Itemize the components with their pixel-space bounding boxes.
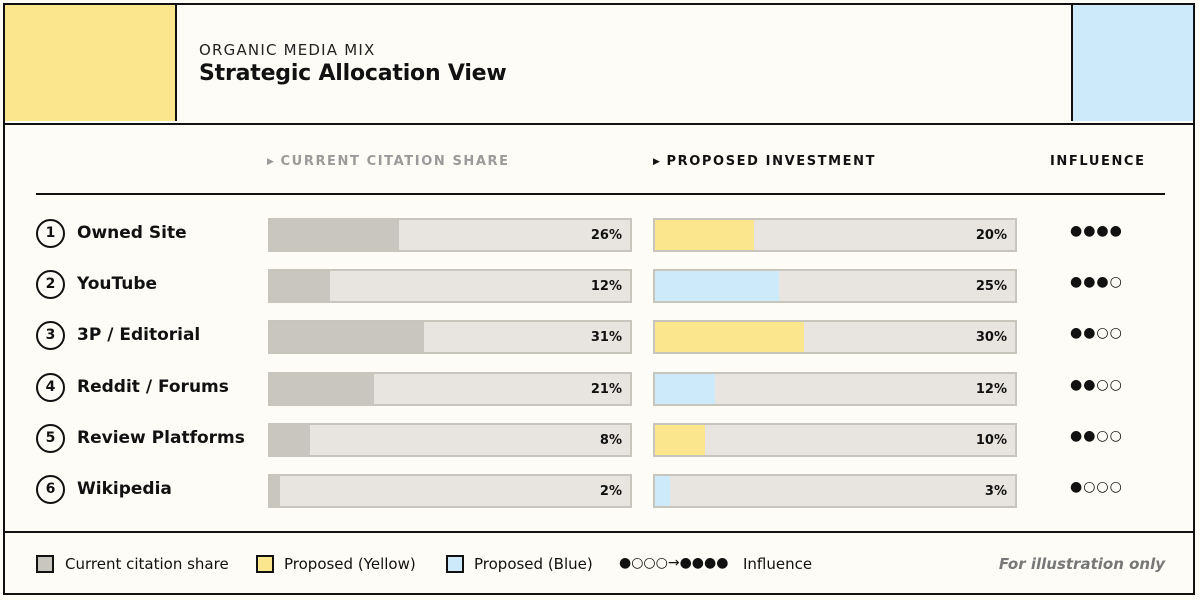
current-share-bar-fill (270, 220, 400, 250)
category-label: Review Platforms (77, 428, 245, 448)
current-share-bar-fill (270, 476, 280, 506)
row-number-badge: 1 (36, 219, 65, 248)
legend-swatch-current (36, 555, 54, 573)
disclaimer-note: For illustration only (998, 555, 1165, 573)
triangle-right-icon: ▶ (267, 157, 276, 167)
triangle-right-icon: ▶ (653, 157, 662, 167)
current-share-value-label: 12% (590, 279, 622, 294)
proposed-investment-bar-track: 10% (653, 423, 1017, 457)
legend-label-blue: Proposed (Blue) (474, 555, 593, 573)
proposed-investment-bar-track: 12% (653, 372, 1017, 406)
current-share-bar-track: 31% (268, 320, 632, 354)
current-share-value-label: 26% (590, 228, 622, 243)
legend-swatch-yellow (256, 555, 274, 573)
proposed-investment-value-label: 12% (975, 382, 1007, 397)
proposed-investment-bar-track: 3% (653, 474, 1017, 508)
current-share-bar-track: 26% (268, 218, 632, 252)
proposed-investment-value-label: 25% (975, 279, 1007, 294)
influence-dots: ●●○○ (1070, 377, 1123, 393)
influence-dots: ●●●● (1070, 223, 1123, 239)
row-number-badge: 4 (36, 373, 65, 402)
chart-row: 5 Review Platforms 8% 10% ●●○○ (5, 423, 1193, 474)
influence-dots: ●○○○ (1070, 479, 1123, 495)
proposed-investment-value-label: 10% (975, 433, 1007, 448)
proposed-investment-value-label: 3% (984, 484, 1007, 499)
proposed-investment-bar-track: 30% (653, 320, 1017, 354)
current-share-bar-track: 2% (268, 474, 632, 508)
category-label: Wikipedia (77, 479, 172, 499)
row-number-badge: 5 (36, 424, 65, 453)
column-header-influence: INFLUENCE (1050, 154, 1146, 169)
category-label: 3P / Editorial (77, 325, 201, 345)
proposed-investment-bar-fill (655, 220, 755, 250)
column-header-current: ▶ CURRENT CITATION SHARE (267, 154, 510, 169)
chart-row: 1 Owned Site 26% 20% ●●●● (5, 218, 1193, 269)
proposed-investment-value-label: 20% (975, 228, 1007, 243)
column-header-proposed-label: PROPOSED INVESTMENT (666, 154, 877, 169)
influence-dots: ●●○○ (1070, 428, 1123, 444)
proposed-investment-bar-fill (655, 322, 805, 352)
current-share-bar-fill (270, 425, 310, 455)
current-share-value-label: 31% (590, 330, 622, 345)
chart-row: 4 Reddit / Forums 21% 12% ●●○○ (5, 372, 1193, 423)
blue-swatch-block (1071, 5, 1193, 121)
category-label: Reddit / Forums (77, 377, 229, 397)
current-share-value-label: 2% (599, 484, 622, 499)
row-number-badge: 3 (36, 321, 65, 350)
header-divider (36, 193, 1165, 195)
chart-row: 3 3P / Editorial 31% 30% ●●○○ (5, 320, 1193, 371)
proposed-investment-bar-fill (655, 271, 780, 301)
proposed-investment-value-label: 30% (975, 330, 1007, 345)
category-label: YouTube (77, 274, 158, 294)
influence-dots: ●●●○ (1070, 274, 1123, 290)
current-share-bar-fill (270, 322, 424, 352)
proposed-investment-bar-track: 20% (653, 218, 1017, 252)
chart-row: 6 Wikipedia 2% 3% ●○○○ (5, 474, 1193, 525)
proposed-investment-bar-track: 25% (653, 269, 1017, 303)
legend: Current citation share Proposed (Yellow)… (5, 531, 1193, 595)
legend-influence-scale: ●○○○→●●●● (619, 555, 729, 571)
eyebrow-label: ORGANIC MEDIA MIX (199, 41, 376, 59)
current-share-value-label: 21% (590, 382, 622, 397)
column-header-current-label: CURRENT CITATION SHARE (280, 154, 510, 169)
legend-label-current: Current citation share (65, 555, 229, 573)
row-number-badge: 2 (36, 270, 65, 299)
page-title: Strategic Allocation View (199, 61, 507, 86)
proposed-investment-bar-fill (655, 476, 670, 506)
current-share-value-label: 8% (599, 433, 622, 448)
current-share-bar-fill (270, 374, 375, 404)
current-share-bar-track: 8% (268, 423, 632, 457)
category-label: Owned Site (77, 223, 187, 243)
row-number-badge: 6 (36, 475, 65, 504)
chart-row: 2 YouTube 12% 25% ●●●○ (5, 269, 1193, 320)
current-share-bar-fill (270, 271, 330, 301)
legend-swatch-blue (446, 555, 464, 573)
proposed-investment-bar-fill (655, 425, 705, 455)
header: ORGANIC MEDIA MIX Strategic Allocation V… (5, 5, 1193, 125)
legend-label-yellow: Proposed (Yellow) (284, 555, 416, 573)
proposed-investment-bar-fill (655, 374, 715, 404)
legend-label-influence: Influence (743, 555, 813, 573)
influence-dots: ●●○○ (1070, 325, 1123, 341)
infographic-card: ORGANIC MEDIA MIX Strategic Allocation V… (3, 3, 1195, 595)
current-share-bar-track: 12% (268, 269, 632, 303)
yellow-swatch-block (5, 5, 177, 121)
current-share-bar-track: 21% (268, 372, 632, 406)
column-header-proposed: ▶ PROPOSED INVESTMENT (653, 154, 876, 169)
